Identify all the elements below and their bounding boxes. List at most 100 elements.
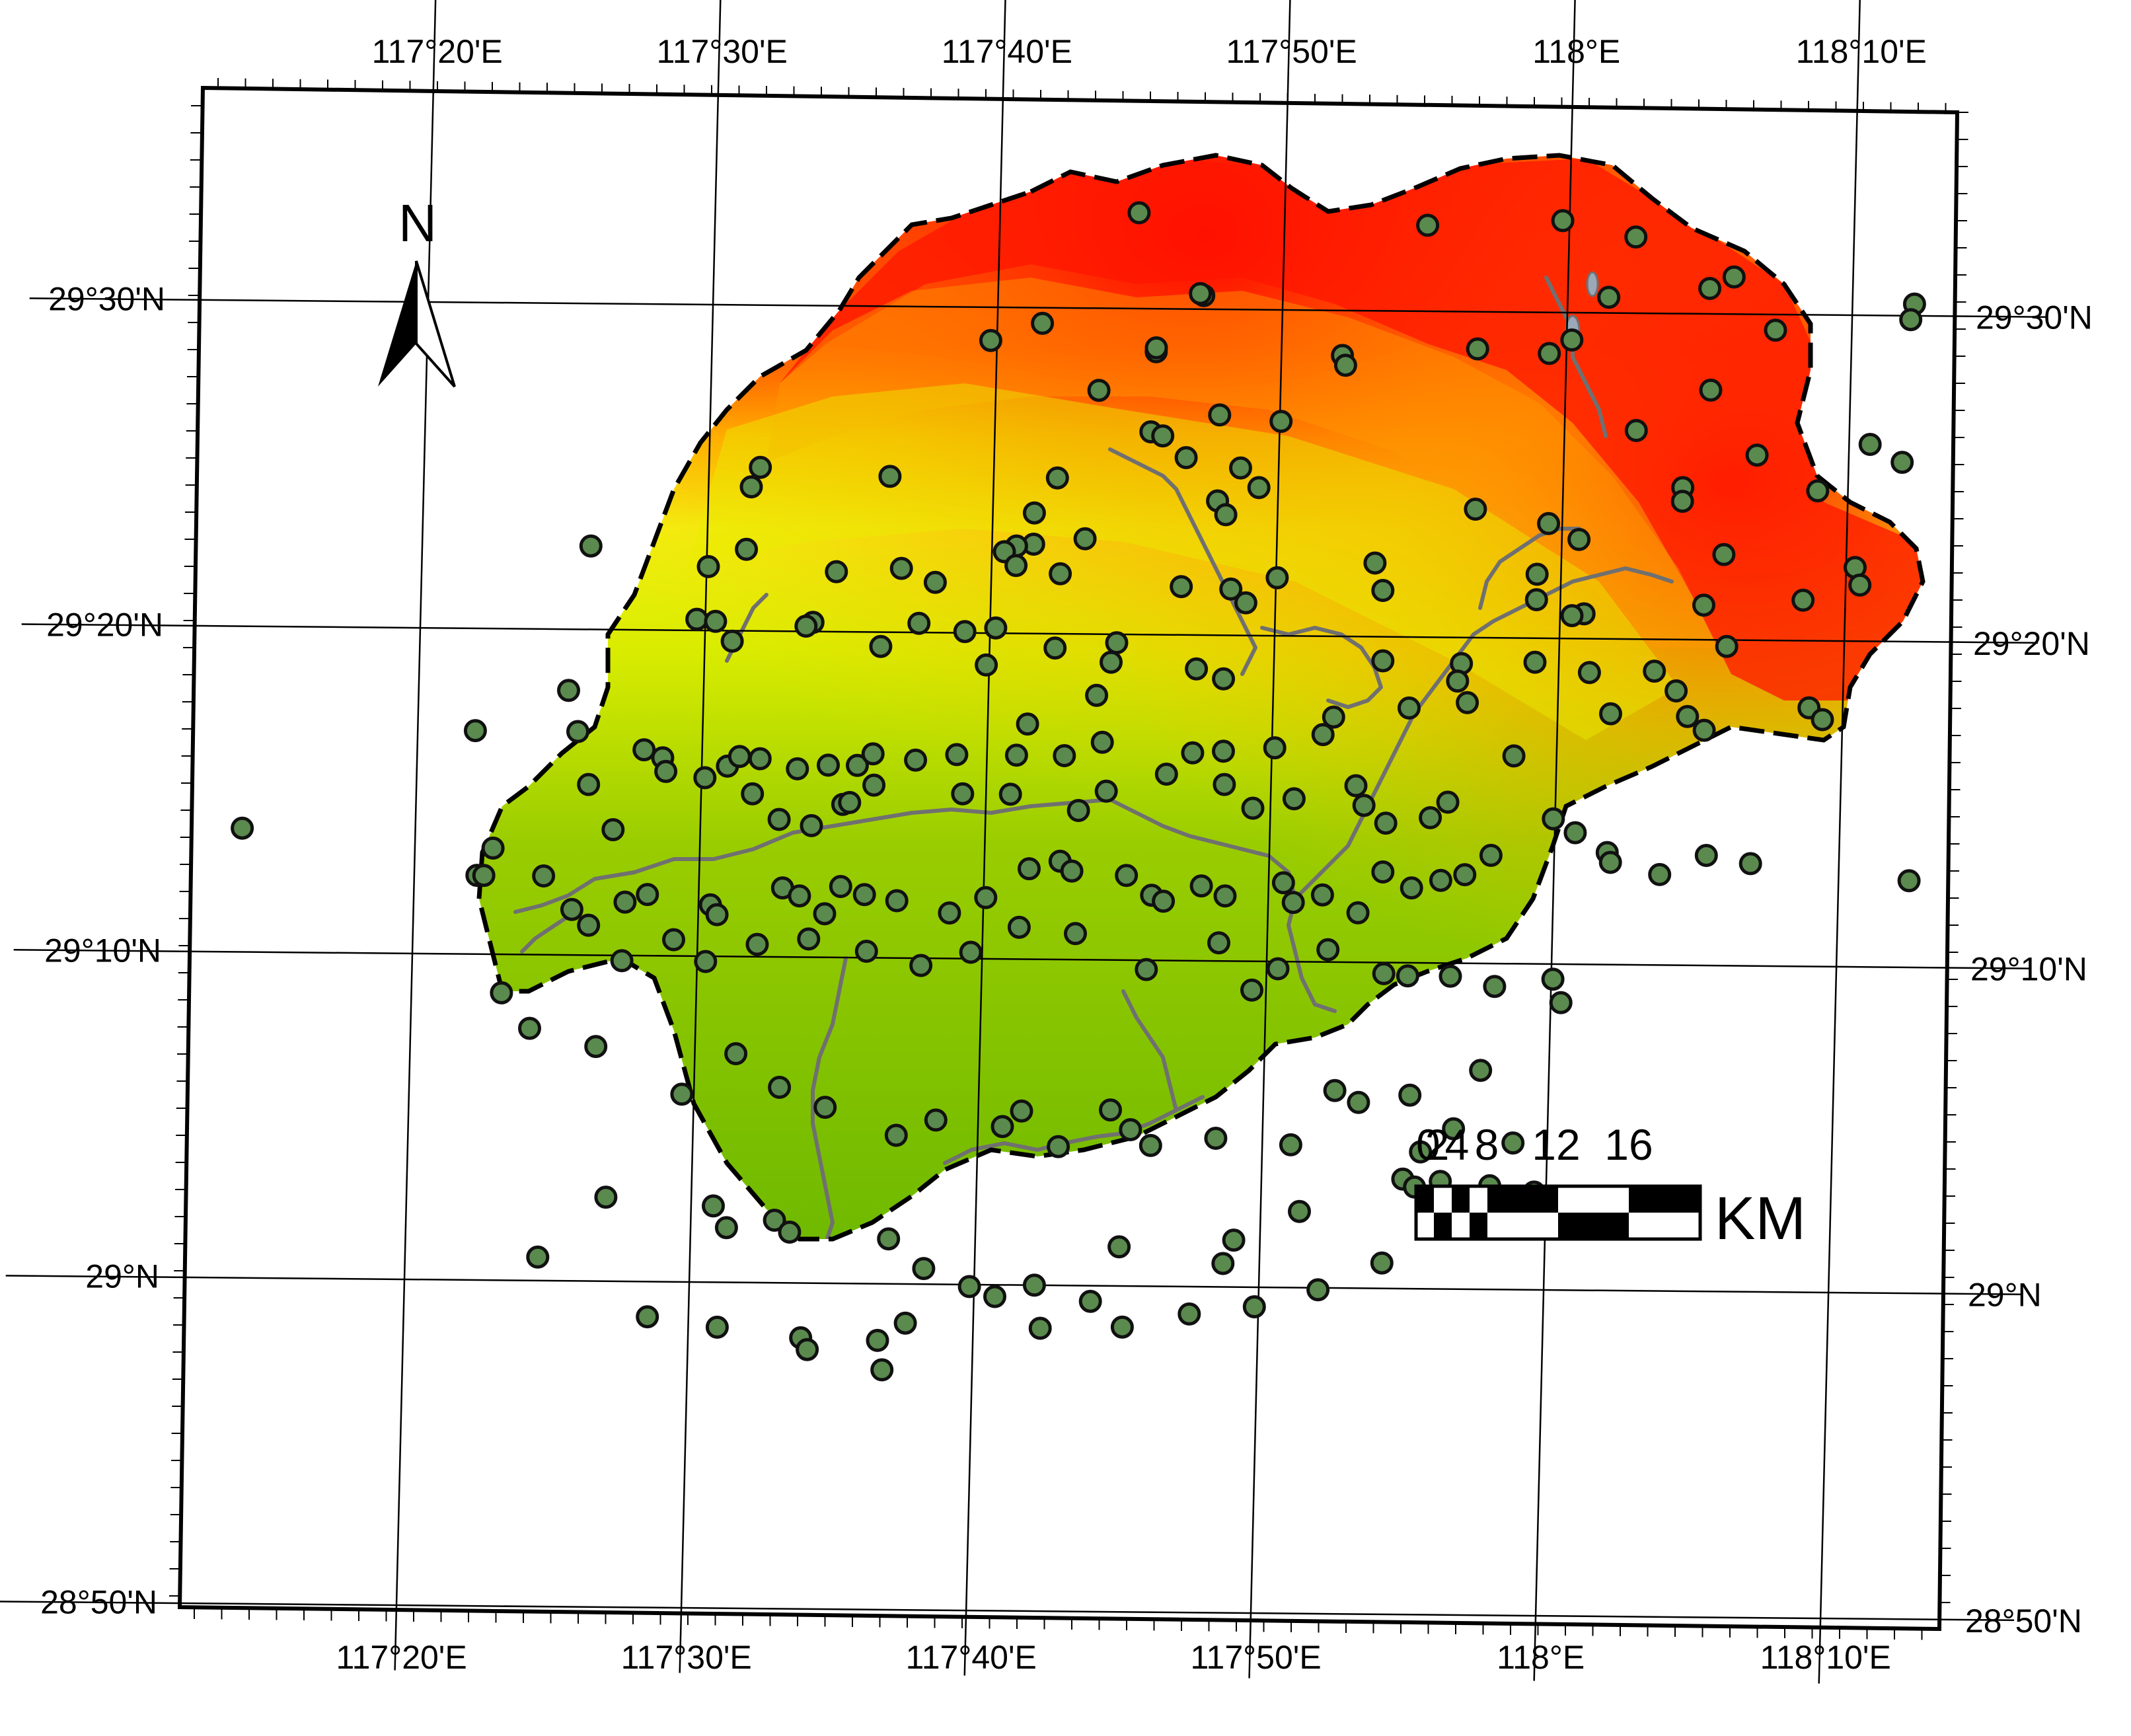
sample-point xyxy=(749,455,772,479)
sample-point xyxy=(1053,744,1076,767)
sample-point xyxy=(577,913,601,937)
sample-point xyxy=(1004,554,1028,578)
sample-point xyxy=(566,720,589,743)
lat-label-left-4: 28°50'N xyxy=(40,1583,157,1620)
lon-label-bottom-4: 118°E xyxy=(1497,1639,1585,1676)
sample-point xyxy=(1107,1235,1131,1259)
lat-label-right-4: 28°50'N xyxy=(1965,1603,2082,1640)
sample-point xyxy=(1848,573,1872,597)
sample-point xyxy=(670,1082,694,1106)
sample-point xyxy=(1181,741,1205,765)
lat-label-right-3: 29°N xyxy=(1968,1277,2042,1314)
sample-point xyxy=(1094,779,1118,803)
sample-point xyxy=(1698,277,1722,300)
sample-point xyxy=(1105,631,1129,655)
sample-point xyxy=(1234,591,1257,615)
sample-point xyxy=(1189,874,1213,898)
sample-point xyxy=(1189,282,1213,305)
parallel-line-1 xyxy=(21,623,2038,644)
sample-point xyxy=(1185,657,1209,681)
sample-point xyxy=(909,954,933,977)
lon-label-bottom-0: 117°20'E xyxy=(336,1639,467,1676)
lon-label-top-5: 118°10'E xyxy=(1796,33,1927,70)
scale-bar-graphic xyxy=(1414,1184,1702,1241)
sample-point xyxy=(579,534,603,558)
sample-point xyxy=(1560,604,1584,628)
sample-point xyxy=(1643,660,1666,683)
sample-point xyxy=(1371,649,1395,673)
sample-point xyxy=(1279,1133,1302,1156)
meridian-line-0 xyxy=(394,0,437,1671)
sample-point xyxy=(1374,811,1398,835)
sample-point xyxy=(1214,503,1238,527)
lat-label-right-1: 29°20'N xyxy=(1973,625,2090,662)
sample-point xyxy=(1416,213,1440,237)
sample-point xyxy=(1100,650,1123,674)
sample-point xyxy=(794,615,818,638)
sample-point xyxy=(1344,774,1368,798)
sample-point xyxy=(869,634,893,658)
sample-point xyxy=(1031,311,1055,335)
lon-label-top-4: 118°E xyxy=(1532,33,1620,70)
lat-label-right-0: 29°30'N xyxy=(1976,299,2093,336)
parallel-line-3 xyxy=(5,1275,2023,1295)
sample-point xyxy=(1208,403,1232,427)
sample-point xyxy=(577,773,601,796)
sample-point xyxy=(693,766,717,790)
sample-point xyxy=(1213,773,1236,796)
scale-tick-label-1: 2 xyxy=(1425,1120,1450,1169)
sample-point xyxy=(825,560,848,584)
sample-point xyxy=(720,629,744,653)
sample-point xyxy=(796,1338,819,1361)
sample-point xyxy=(1897,869,1921,893)
lon-label-bottom-2: 117°40'E xyxy=(906,1639,1037,1676)
sample-point xyxy=(1502,744,1526,768)
sample-point xyxy=(813,1096,837,1119)
lat-label-left-2: 29°10'N xyxy=(44,932,161,969)
sample-point xyxy=(1316,938,1340,962)
meridian-line-5 xyxy=(1818,0,1861,1684)
sample-point xyxy=(1715,634,1738,658)
sample-point xyxy=(714,1216,738,1240)
sample-point xyxy=(1016,712,1039,736)
sample-point xyxy=(924,1108,948,1132)
sample-point xyxy=(1213,884,1237,908)
sample-point xyxy=(767,808,791,831)
sample-point xyxy=(1152,889,1176,913)
sample-point xyxy=(768,1075,792,1099)
sample-point xyxy=(829,875,852,898)
sample-point xyxy=(877,1227,901,1251)
north-arrow-icon xyxy=(378,260,456,388)
sample-point xyxy=(1311,723,1335,747)
lon-label-top-3: 117°50'E xyxy=(1226,33,1357,70)
sample-point xyxy=(786,757,809,780)
sample-point xyxy=(1549,991,1573,1014)
sample-point xyxy=(1170,575,1193,599)
sample-point xyxy=(1045,466,1069,490)
sample-point xyxy=(1563,821,1587,845)
parallel-line-2 xyxy=(13,949,2031,969)
sample-point xyxy=(870,1358,894,1382)
sample-point xyxy=(797,927,821,951)
meridian-line-1 xyxy=(679,0,722,1673)
sample-point xyxy=(1699,378,1723,402)
sample-point xyxy=(594,1186,618,1209)
sample-point xyxy=(490,981,513,1004)
sample-point xyxy=(1047,1135,1070,1158)
lat-label-left-0: 29°30'N xyxy=(48,280,165,317)
sample-point xyxy=(463,719,487,743)
sample-point xyxy=(763,1209,786,1232)
sample-point xyxy=(800,813,823,837)
sample-point xyxy=(1022,1273,1046,1297)
sample-point xyxy=(959,940,983,964)
sample-point xyxy=(728,745,751,769)
sample-point xyxy=(1240,978,1263,1002)
parallel-line-0 xyxy=(29,297,2046,318)
north-arrow: N xyxy=(378,194,456,388)
frame-ticks xyxy=(169,78,1968,1640)
sample-point xyxy=(724,1042,748,1065)
sample-point xyxy=(1738,852,1762,876)
scale-bar: 024 8 12 16 KM xyxy=(1414,1120,1806,1252)
sample-point xyxy=(1560,328,1584,352)
sample-point xyxy=(1310,883,1334,907)
